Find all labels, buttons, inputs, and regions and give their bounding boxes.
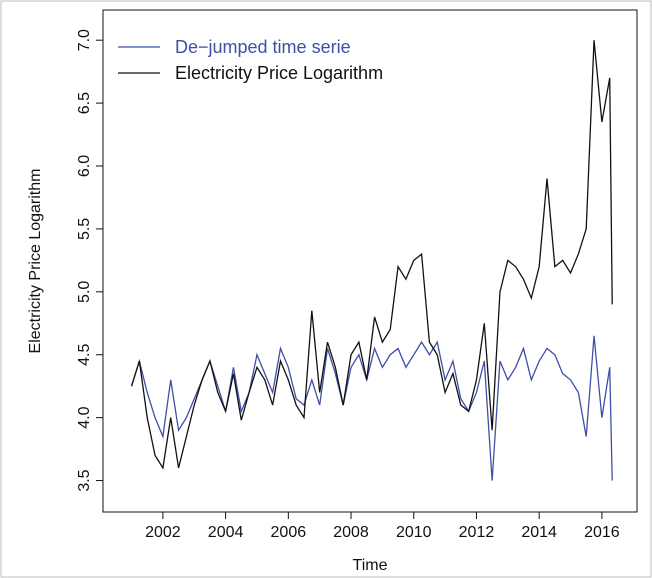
y-tick-label: 6.5 (76, 92, 93, 114)
y-tick-label: 4.0 (76, 406, 93, 428)
y-tick-label: 5.0 (76, 281, 93, 303)
legend-label: Electricity Price Logarithm (175, 63, 383, 83)
series-line (130, 40, 613, 470)
x-tick-label: 2002 (145, 524, 181, 541)
x-tick-label: 2008 (333, 524, 369, 541)
legend-label: De−jumped time serie (175, 37, 351, 57)
x-tick-label: 2004 (208, 524, 244, 541)
x-tick-label: 2014 (521, 524, 557, 541)
x-axis-label: Time (353, 557, 388, 574)
x-tick-label: 2006 (271, 524, 307, 541)
y-tick-label: 4.5 (76, 344, 93, 366)
y-axis-label: Electricity Price Logarithm (27, 169, 44, 354)
y-tick-label: 5.5 (76, 218, 93, 240)
plot-box (102, 9, 638, 513)
y-tick-label: 6.0 (76, 155, 93, 177)
y-tick-label: 3.5 (76, 469, 93, 491)
x-tick-label: 2012 (459, 524, 495, 541)
x-tick-label: 2016 (584, 524, 620, 541)
y-tick-label: 7.0 (76, 29, 93, 51)
x-tick-label: 2010 (396, 524, 432, 541)
